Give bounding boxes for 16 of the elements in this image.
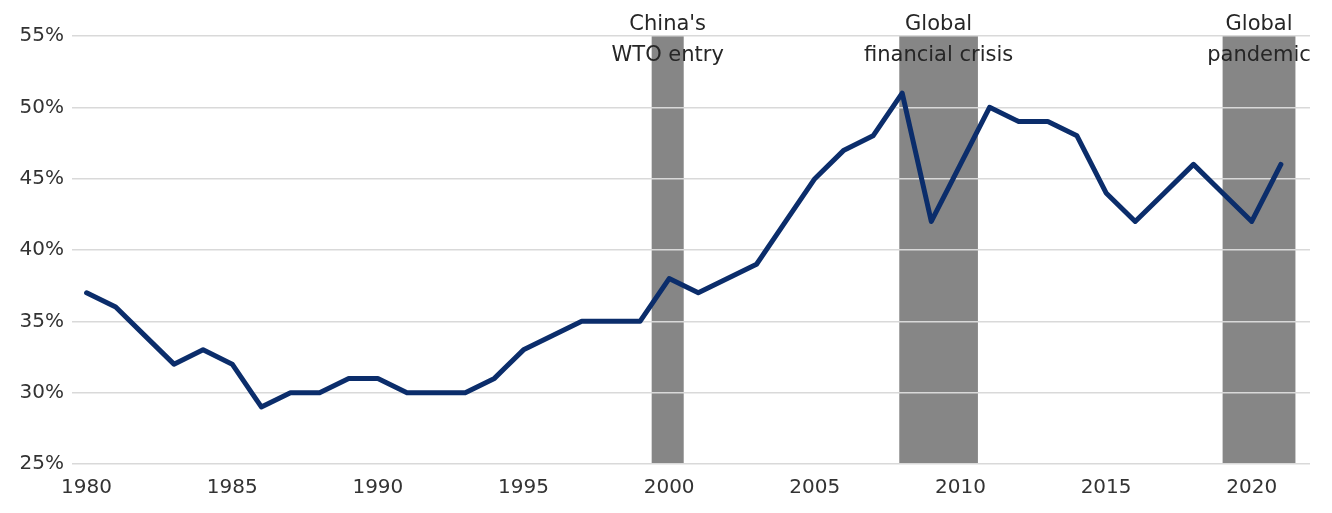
x-tick-label: 1980 xyxy=(61,474,113,499)
y-tick-label: 55% xyxy=(19,22,64,47)
x-tick-label: 1995 xyxy=(498,474,549,499)
x-tick-label: 2000 xyxy=(643,474,695,499)
x-tick-label: 1985 xyxy=(206,474,258,499)
y-tick-label: 45% xyxy=(19,164,64,189)
y-tick-label: 35% xyxy=(19,307,64,332)
y-tick-label: 50% xyxy=(19,93,64,118)
x-tick-label: 2010 xyxy=(934,474,986,499)
y-tick-label: 25% xyxy=(19,450,64,475)
x-tick-label: 2005 xyxy=(789,474,841,499)
y-tick-label: 40% xyxy=(19,236,64,261)
x-tick-label: 2020 xyxy=(1226,474,1278,499)
x-tick-label: 1990 xyxy=(352,474,404,499)
x-tick-label: 2015 xyxy=(1080,474,1132,499)
y-tick-label: 30% xyxy=(19,378,64,403)
